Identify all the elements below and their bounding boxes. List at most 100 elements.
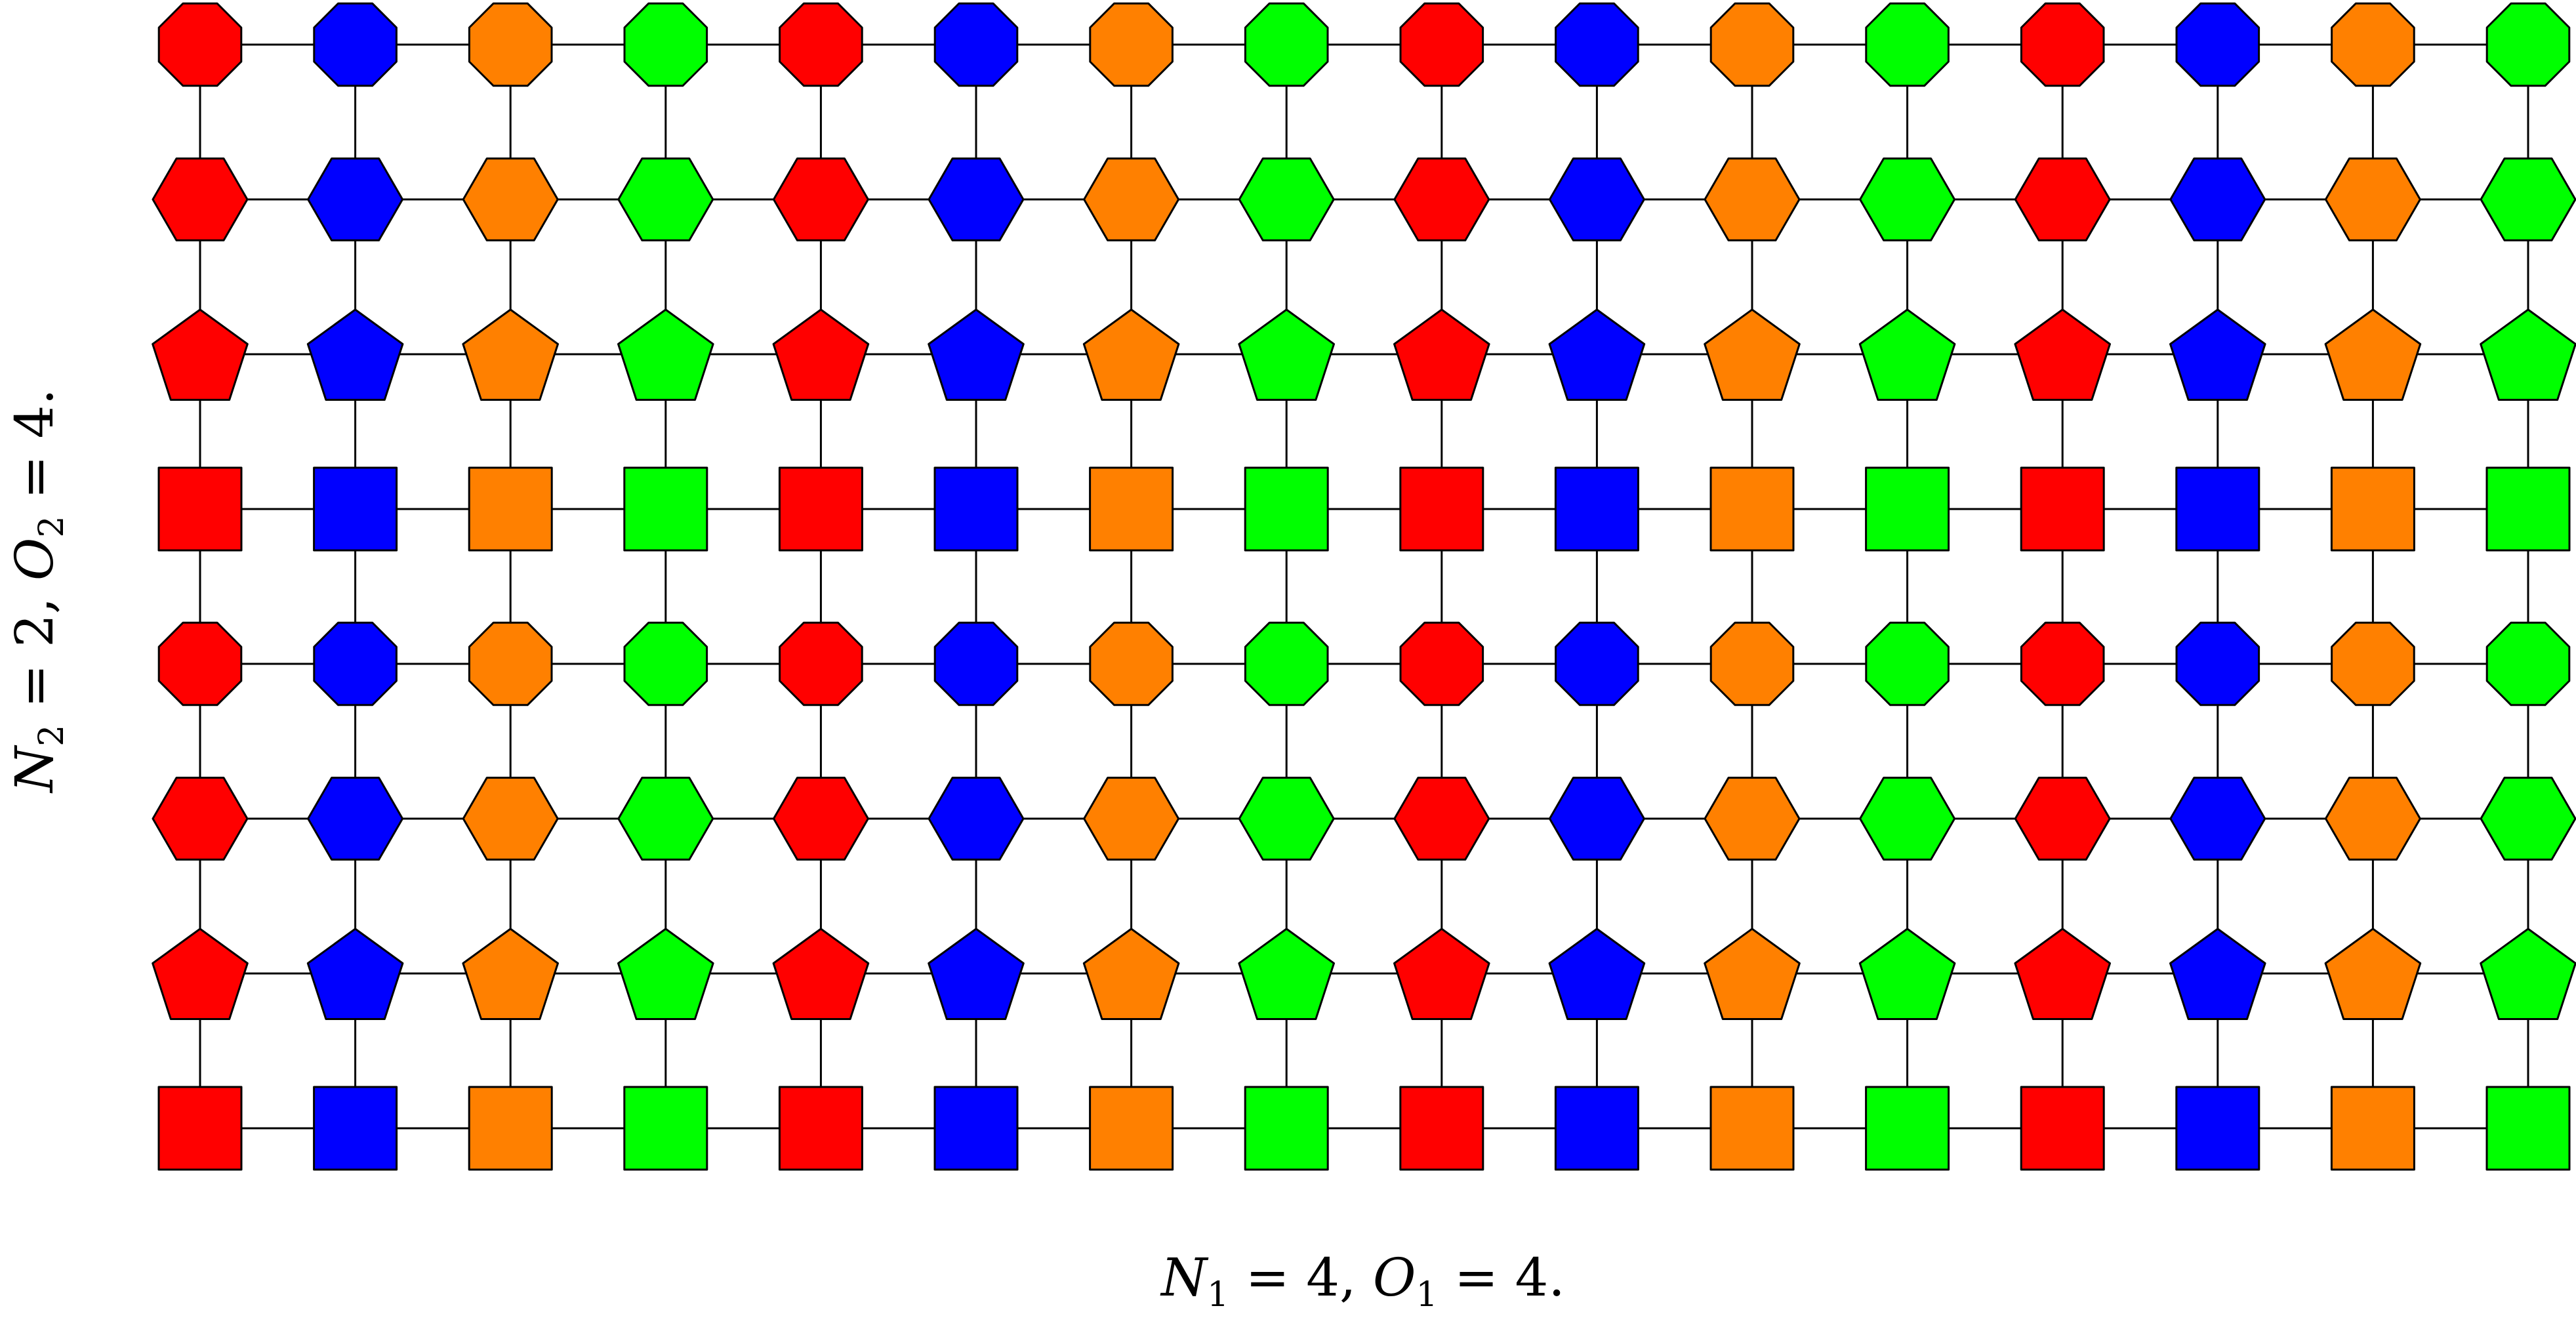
green-hexagon-node: [1859, 157, 1956, 241]
red-pentagon-node: [2014, 928, 2111, 1020]
red-pentagon-node: [772, 308, 870, 401]
blue-hexagon-node: [1548, 777, 1645, 861]
blue-pentagon-node: [2169, 308, 2266, 401]
blue-square-node: [2175, 1086, 2260, 1171]
green-octagon-node: [2485, 2, 2571, 87]
red-octagon-node: [157, 2, 243, 87]
orange-octagon-node: [1709, 2, 1795, 87]
blue-pentagon-node: [1548, 928, 1646, 1020]
orange-pentagon-node: [1704, 308, 1801, 401]
blue-hexagon-node: [1548, 157, 1645, 241]
orange-hexagon-node: [1704, 777, 1801, 861]
orange-square-node: [1709, 1086, 1795, 1171]
blue-square-node: [1554, 466, 1639, 552]
green-pentagon-node: [2480, 308, 2576, 401]
blue-octagon-node: [1555, 2, 1639, 87]
orange-pentagon-node: [462, 308, 559, 401]
green-pentagon-node: [1858, 308, 1956, 401]
red-square-node: [2020, 466, 2105, 552]
red-pentagon-node: [1393, 308, 1490, 401]
orange-square-node: [1709, 466, 1795, 552]
green-octagon-node: [1865, 2, 1950, 87]
red-square-node: [1399, 466, 1484, 552]
blue-square-node: [313, 466, 398, 552]
red-hexagon-node: [2014, 777, 2111, 861]
green-square-node: [623, 1086, 708, 1171]
orange-hexagon-node: [2324, 157, 2421, 241]
green-octagon-node: [1865, 621, 1950, 706]
orange-pentagon-node: [462, 928, 559, 1020]
green-pentagon-node: [1238, 928, 1335, 1020]
blue-hexagon-node: [928, 157, 1025, 241]
orange-pentagon-node: [1704, 928, 1801, 1020]
orange-pentagon-node: [2324, 928, 2422, 1020]
orange-pentagon-node: [2324, 308, 2422, 401]
orange-square-node: [468, 1086, 553, 1171]
blue-square-node: [933, 1086, 1019, 1171]
green-pentagon-node: [617, 308, 714, 401]
red-pentagon-node: [1393, 928, 1490, 1020]
green-square-node: [2485, 1086, 2571, 1171]
red-square-node: [2020, 1086, 2105, 1171]
red-pentagon-node: [152, 308, 249, 401]
green-pentagon-node: [2480, 928, 2576, 1020]
orange-hexagon-node: [462, 157, 559, 241]
lattice-nodes: [152, 2, 2576, 1171]
orange-hexagon-node: [1704, 157, 1801, 241]
orange-hexagon-node: [462, 777, 559, 861]
red-square-node: [1399, 1086, 1484, 1171]
blue-hexagon-node: [928, 777, 1025, 861]
green-hexagon-node: [617, 777, 714, 861]
blue-pentagon-node: [306, 308, 404, 401]
blue-octagon-node: [313, 2, 398, 87]
orange-octagon-node: [1709, 621, 1795, 706]
blue-hexagon-node: [307, 777, 404, 861]
orange-square-node: [468, 466, 553, 552]
red-octagon-node: [779, 621, 863, 706]
blue-hexagon-node: [2169, 777, 2266, 861]
red-octagon-node: [2020, 621, 2105, 706]
red-hexagon-node: [772, 157, 869, 241]
red-octagon-node: [1399, 2, 1484, 87]
red-pentagon-node: [152, 928, 249, 1020]
green-octagon-node: [1244, 621, 1329, 706]
red-square-node: [157, 466, 243, 552]
green-hexagon-node: [2480, 157, 2576, 241]
orange-octagon-node: [1089, 621, 1174, 706]
red-square-node: [778, 1086, 863, 1171]
red-octagon-node: [779, 2, 863, 87]
green-square-node: [623, 466, 708, 552]
green-pentagon-node: [1238, 308, 1335, 401]
red-hexagon-node: [772, 777, 869, 861]
orange-pentagon-node: [1082, 308, 1180, 401]
red-hexagon-node: [2014, 157, 2111, 241]
red-octagon-node: [2020, 2, 2105, 87]
green-hexagon-node: [1238, 777, 1335, 861]
orange-square-node: [2330, 1086, 2415, 1171]
green-square-node: [1865, 466, 1950, 552]
blue-pentagon-node: [928, 928, 1025, 1020]
orange-square-node: [1089, 1086, 1174, 1171]
orange-hexagon-node: [2324, 777, 2421, 861]
red-square-node: [778, 466, 863, 552]
orange-square-node: [1089, 466, 1174, 552]
green-square-node: [1244, 1086, 1329, 1171]
red-hexagon-node: [152, 777, 249, 861]
green-octagon-node: [1244, 2, 1329, 87]
blue-octagon-node: [1555, 621, 1639, 706]
blue-square-node: [933, 466, 1019, 552]
blue-square-node: [2175, 466, 2260, 552]
blue-hexagon-node: [307, 157, 404, 241]
y-axis-label: N2 = 2, O2 = 4.: [4, 388, 72, 794]
blue-pentagon-node: [1548, 308, 1646, 401]
blue-octagon-node: [2175, 621, 2260, 706]
green-pentagon-node: [1858, 928, 1956, 1020]
red-hexagon-node: [152, 157, 249, 241]
green-octagon-node: [623, 621, 708, 706]
blue-octagon-node: [933, 621, 1019, 706]
red-octagon-node: [1399, 621, 1484, 706]
blue-hexagon-node: [2169, 157, 2266, 241]
red-pentagon-node: [2014, 308, 2111, 401]
green-hexagon-node: [1238, 157, 1335, 241]
